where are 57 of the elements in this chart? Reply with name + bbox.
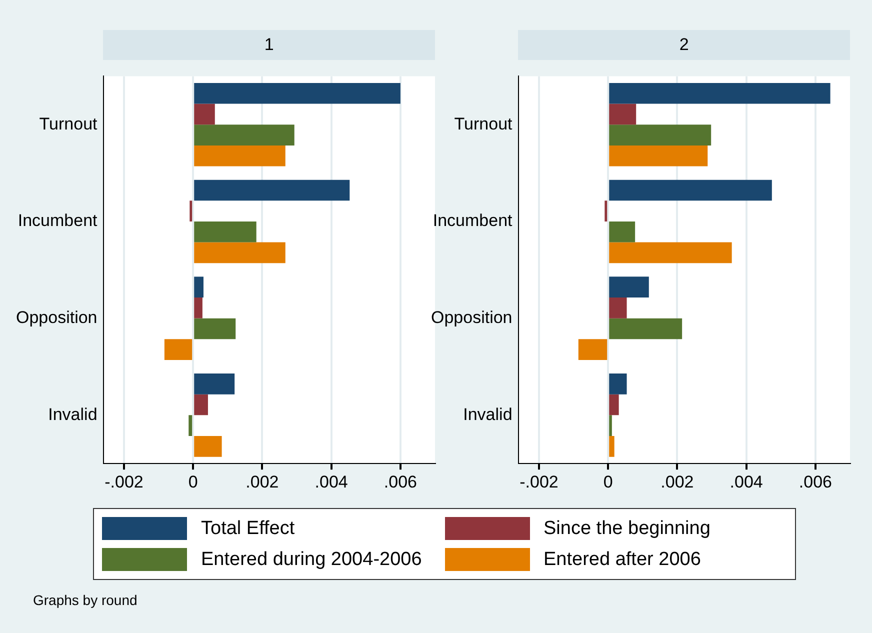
bar xyxy=(194,145,286,166)
y-tick-label: Turnout xyxy=(39,114,98,134)
bar xyxy=(609,221,636,242)
y-tick-label: Invalid xyxy=(48,404,98,424)
bar xyxy=(609,145,708,166)
bar xyxy=(188,415,192,436)
bar xyxy=(194,221,256,242)
bar xyxy=(609,318,682,340)
text: Graphs by round xyxy=(33,592,138,608)
legend-label: Since the beginning xyxy=(544,518,710,540)
bar xyxy=(609,180,772,201)
bar xyxy=(194,104,215,125)
bar xyxy=(609,436,614,457)
y-tick-label: Invalid xyxy=(463,404,512,424)
y-tick-label: Incumbent xyxy=(432,211,513,230)
chart-title: 1 xyxy=(103,30,435,60)
bar xyxy=(609,124,712,146)
bar xyxy=(194,242,286,264)
x-tick-label: .004 xyxy=(730,472,763,492)
bar xyxy=(194,374,235,394)
bar xyxy=(194,394,208,416)
chart-title: 2 xyxy=(518,30,850,60)
x-tick-label: 0 xyxy=(188,472,198,492)
bar xyxy=(609,82,830,104)
x-tick-label: 0 xyxy=(603,472,613,492)
bar xyxy=(194,124,294,146)
bar xyxy=(194,436,222,457)
bar xyxy=(194,180,350,201)
bar xyxy=(609,242,732,264)
y-tick-label: Opposition xyxy=(430,308,512,328)
legend-label: Entered after 2006 xyxy=(544,548,701,570)
y-tick-label: Opposition xyxy=(16,308,98,328)
bar xyxy=(194,82,400,104)
x-tick-label: -.002 xyxy=(104,472,144,492)
bar xyxy=(609,104,636,125)
legend-label: Total Effect xyxy=(201,518,295,540)
y-tick-label: Incumbent xyxy=(18,211,98,230)
bar xyxy=(190,200,192,222)
bar xyxy=(194,276,204,298)
bar xyxy=(578,339,608,360)
x-tick-label: .006 xyxy=(384,472,417,492)
bar xyxy=(609,415,612,436)
bar xyxy=(609,374,627,394)
y-tick-label: Turnout xyxy=(454,114,513,134)
bar xyxy=(604,200,608,222)
bar xyxy=(194,318,236,340)
bar xyxy=(609,394,619,416)
bar xyxy=(164,339,192,360)
x-tick-label: .004 xyxy=(314,472,348,492)
bar xyxy=(609,298,627,318)
x-tick-label: .002 xyxy=(246,472,279,492)
bar xyxy=(194,298,202,318)
x-tick-label: .002 xyxy=(660,472,694,492)
x-tick-label: .006 xyxy=(798,472,832,492)
x-tick-label: -.002 xyxy=(520,472,558,492)
legend-label: Entered during 2004-2006 xyxy=(201,548,422,570)
bar xyxy=(609,276,649,298)
